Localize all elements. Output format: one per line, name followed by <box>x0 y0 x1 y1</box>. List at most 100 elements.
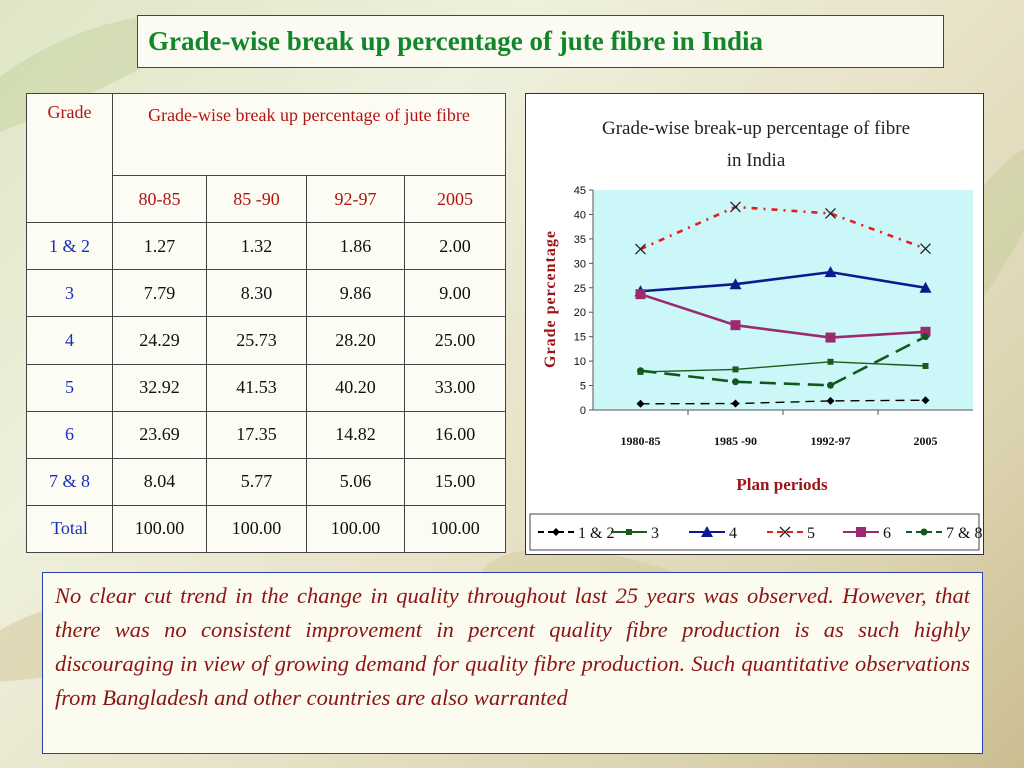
data-point <box>920 326 931 337</box>
table-row: 4 24.29 25.73 28.20 25.00 <box>26 316 506 365</box>
value-cell: 8.30 <box>206 269 307 318</box>
value-cell: 25.00 <box>404 316 506 365</box>
x-axis-label: Plan periods <box>736 475 828 494</box>
series-line <box>640 270 926 293</box>
value-cell: 16.00 <box>404 410 506 459</box>
legend-label: 6 <box>883 525 891 542</box>
value-cell: 9.00 <box>404 269 506 318</box>
data-point <box>731 399 740 408</box>
legend-label: 7 & 8 <box>946 525 982 542</box>
value-cell: 2.00 <box>404 222 506 271</box>
value-cell: 15.00 <box>404 457 506 506</box>
value-cell: 100.00 <box>112 504 207 554</box>
table-row: 7 & 8 8.04 5.77 5.06 15.00 <box>26 457 506 506</box>
table-row: 3 7.79 8.30 9.86 9.00 <box>26 269 506 318</box>
observation-note: No clear cut trend in the change in qual… <box>42 572 983 754</box>
grade-cell: 1 & 2 <box>26 222 113 271</box>
data-point <box>826 396 835 405</box>
data-point <box>824 266 837 278</box>
value-cell: 5.06 <box>306 457 405 506</box>
chart-panel: Grade-wise break-up percentage of fibre … <box>525 93 984 555</box>
value-cell: 8.04 <box>112 457 207 506</box>
data-point <box>919 281 932 293</box>
value-cell: 100.00 <box>404 504 506 554</box>
value-cell: 5.77 <box>206 457 307 506</box>
data-point <box>827 381 834 389</box>
grade-cell: 5 <box>26 363 113 412</box>
table-row: 1 & 2 1.27 1.32 1.86 2.00 <box>26 222 506 271</box>
group-column-header: Grade-wise break up percentage of jute f… <box>112 92 506 177</box>
title-box: Grade-wise break up percentage of jute f… <box>137 15 944 68</box>
value-cell: 33.00 <box>404 363 506 412</box>
data-point <box>732 378 739 386</box>
y-tick-label: 10 <box>574 356 586 368</box>
period-header: 80-85 <box>112 175 207 224</box>
series-line <box>640 399 926 405</box>
data-point <box>701 526 713 537</box>
chart-title: in India <box>727 150 786 171</box>
grade-column-header: Grade <box>26 92 113 224</box>
data-point <box>921 396 930 405</box>
value-cell: 1.27 <box>112 222 207 271</box>
data-point <box>552 528 560 536</box>
value-cell: 28.20 <box>306 316 405 365</box>
legend-label: 4 <box>729 525 737 542</box>
y-tick-label: 0 <box>580 405 586 417</box>
data-point <box>827 358 834 365</box>
data-point <box>729 278 742 290</box>
data-point <box>730 201 741 213</box>
grade-cell: 3 <box>26 269 113 318</box>
value-cell: 1.86 <box>306 222 405 271</box>
value-cell: 25.73 <box>206 316 307 365</box>
y-tick-label: 40 <box>574 209 586 221</box>
grade-cell: 6 <box>26 410 113 459</box>
data-point <box>922 333 929 341</box>
data-point <box>732 366 739 373</box>
series-line <box>640 361 926 373</box>
line-chart: Grade-wise break-up percentage of fibre … <box>529 118 982 551</box>
x-tick-label: 1985 -90 <box>714 434 757 448</box>
y-tick-label: 5 <box>580 381 586 393</box>
period-header: 92-97 <box>306 175 405 224</box>
value-cell: 100.00 <box>206 504 307 554</box>
value-cell: 7.79 <box>112 269 207 318</box>
x-tick-label: 2005 <box>914 434 938 448</box>
data-point <box>920 528 928 536</box>
data-point <box>856 527 866 537</box>
grade-table: Grade Grade-wise break up percentage of … <box>26 92 506 554</box>
plot-area <box>593 190 973 410</box>
legend-label: 3 <box>651 525 659 542</box>
value-cell: 40.20 <box>306 363 405 412</box>
table-row: 6 23.69 17.35 14.82 16.00 <box>26 410 506 459</box>
value-cell: 17.35 <box>206 410 307 459</box>
data-point <box>635 289 646 300</box>
value-cell: 1.32 <box>206 222 307 271</box>
data-point <box>825 208 836 219</box>
group-header-text: Grade-wise break up percentage of jute f… <box>148 105 470 125</box>
series-line <box>640 335 927 387</box>
data-point <box>922 363 929 369</box>
y-axis-label: Grade percentage <box>542 230 559 368</box>
value-cell: 41.53 <box>206 363 307 412</box>
data-point <box>779 526 791 538</box>
y-tick-label: 30 <box>574 258 586 270</box>
data-point <box>920 243 931 255</box>
value-cell: 24.29 <box>112 316 207 365</box>
grade-cell: Total <box>26 504 113 554</box>
table-row: 5 32.92 41.53 40.20 33.00 <box>26 363 506 412</box>
x-tick-label: 1980-85 <box>621 434 661 448</box>
value-cell: 9.86 <box>306 269 405 318</box>
table-row: Total 100.00 100.00 100.00 100.00 <box>26 504 506 554</box>
legend-label: 5 <box>807 525 815 542</box>
value-cell: 23.69 <box>112 410 207 459</box>
data-point <box>825 332 836 343</box>
y-tick-label: 45 <box>574 185 586 197</box>
y-tick-label: 15 <box>574 332 586 344</box>
series-line <box>640 292 926 339</box>
page-title: Grade-wise break up percentage of jute f… <box>148 26 763 56</box>
x-tick-label: 1992-97 <box>811 434 851 448</box>
value-cell: 32.92 <box>112 363 207 412</box>
legend-label: 1 & 2 <box>578 525 614 542</box>
period-header: 2005 <box>404 175 506 224</box>
data-point <box>626 529 632 535</box>
